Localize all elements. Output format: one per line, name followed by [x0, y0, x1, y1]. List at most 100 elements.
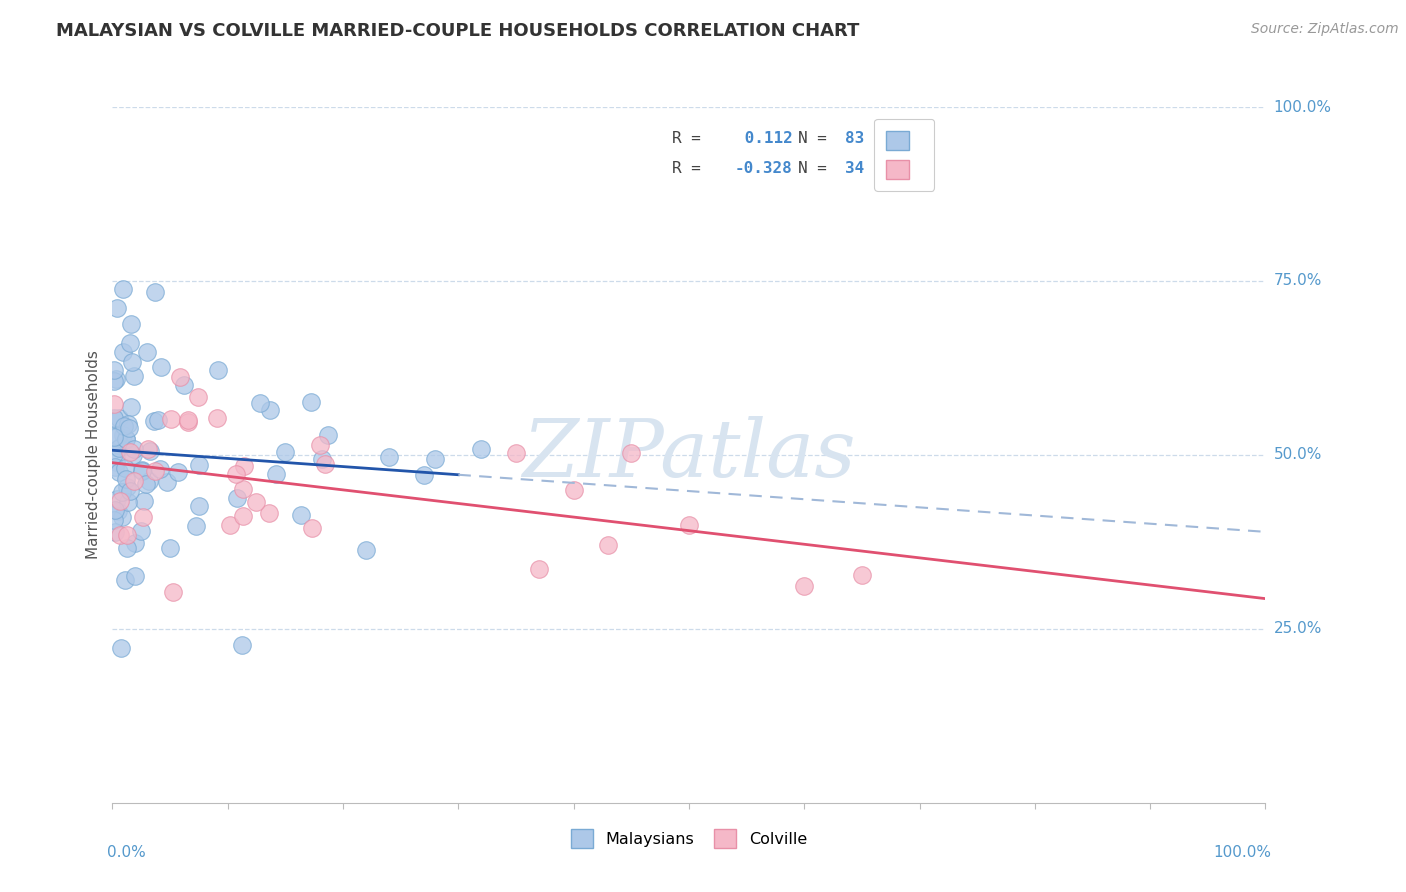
Point: [527, 562, 550, 576]
Point: [105, 301, 128, 316]
Point: [156, 475, 179, 490]
Point: [249, 396, 271, 410]
Point: [142, 415, 165, 429]
Point: [143, 464, 166, 478]
Point: [111, 427, 134, 442]
Point: [378, 450, 401, 464]
Point: [225, 467, 247, 481]
Point: [309, 438, 332, 452]
Point: [793, 579, 815, 593]
Point: [124, 569, 146, 583]
Text: 50.0%: 50.0%: [1274, 448, 1322, 462]
Point: [122, 448, 145, 462]
Text: 83: 83: [845, 131, 863, 146]
Point: [124, 535, 146, 549]
Point: [149, 360, 172, 375]
Point: [159, 541, 181, 556]
Point: [131, 464, 153, 478]
Point: [108, 441, 131, 455]
Text: 75.0%: 75.0%: [1274, 274, 1322, 288]
Text: 100.0%: 100.0%: [1213, 845, 1271, 860]
Point: [108, 411, 131, 425]
Point: [131, 463, 153, 477]
Point: [121, 354, 143, 368]
Point: [135, 345, 157, 359]
Point: [117, 480, 139, 494]
Point: [107, 504, 129, 518]
Point: [562, 483, 585, 497]
Point: [219, 517, 242, 532]
Point: [311, 451, 333, 466]
Point: [290, 508, 312, 523]
Point: [232, 482, 254, 496]
Point: [316, 428, 339, 442]
Point: [120, 484, 142, 499]
Point: [173, 377, 195, 392]
Point: [138, 442, 160, 457]
Point: [111, 509, 134, 524]
Y-axis label: Married-couple Households: Married-couple Households: [86, 351, 101, 559]
Text: 0.112: 0.112: [735, 131, 793, 146]
Point: [103, 412, 125, 426]
Point: [114, 432, 136, 446]
Text: ZIPatlas: ZIPatlas: [522, 417, 856, 493]
Point: [412, 467, 434, 482]
Point: [138, 475, 160, 489]
Text: -0.328: -0.328: [735, 161, 793, 176]
Point: [107, 429, 129, 443]
Point: [620, 446, 643, 460]
Point: [114, 461, 136, 475]
Point: [301, 521, 323, 535]
Point: [122, 442, 145, 457]
Point: [678, 518, 700, 533]
Text: 25.0%: 25.0%: [1274, 622, 1322, 636]
Point: [112, 418, 135, 433]
Point: [118, 445, 141, 459]
Point: [104, 503, 127, 517]
Point: [149, 462, 172, 476]
Point: [115, 528, 138, 542]
Point: [177, 413, 200, 427]
Point: [162, 585, 184, 599]
Point: [104, 460, 127, 475]
Point: [188, 458, 211, 472]
Point: [207, 363, 229, 377]
Point: [104, 455, 127, 469]
Point: [167, 465, 190, 479]
Point: [110, 641, 132, 656]
Point: [232, 509, 254, 524]
Point: [129, 524, 152, 538]
Point: [107, 465, 129, 479]
Point: [115, 472, 138, 486]
Text: 34: 34: [845, 161, 863, 176]
Point: [111, 282, 134, 296]
Point: [118, 335, 141, 350]
Text: N =: N =: [799, 131, 827, 146]
Text: R =: R =: [672, 161, 700, 176]
Point: [110, 485, 132, 500]
Point: [205, 411, 228, 425]
Point: [184, 518, 207, 533]
Point: [851, 567, 873, 582]
Point: [354, 543, 377, 558]
Point: [245, 495, 267, 509]
Point: [259, 403, 281, 417]
Point: [226, 491, 249, 505]
Point: [132, 494, 155, 508]
Point: [114, 573, 136, 587]
Point: [187, 390, 209, 404]
Point: [299, 394, 322, 409]
Legend: Malaysians, Colville: Malaysians, Colville: [564, 822, 814, 854]
Point: [425, 451, 447, 466]
Point: [118, 421, 141, 435]
Point: [110, 528, 132, 542]
Point: [159, 412, 181, 426]
Point: [103, 374, 125, 388]
Point: [143, 285, 166, 300]
Point: [117, 417, 139, 431]
Point: [103, 362, 125, 376]
Point: [115, 432, 138, 446]
Point: [231, 638, 253, 652]
Point: [105, 491, 128, 506]
Point: [233, 459, 256, 474]
